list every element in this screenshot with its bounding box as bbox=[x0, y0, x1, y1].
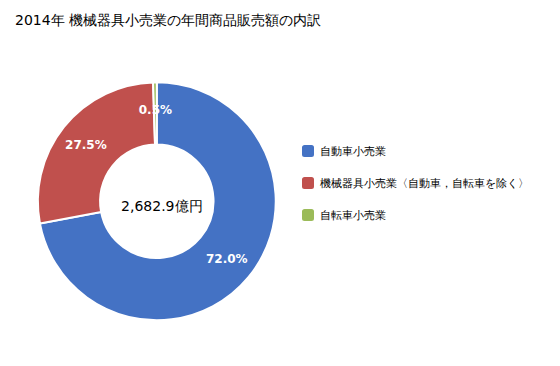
svg-text:自転車小売業: 自転車小売業 bbox=[320, 209, 386, 222]
svg-text:2,682.9億円: 2,682.9億円 bbox=[121, 198, 202, 214]
svg-text:機械器具小売業〈自動車，自転車を除く〉: 機械器具小売業〈自動車，自転車を除く〉 bbox=[320, 177, 529, 190]
svg-text:2014年 機械器具小売業の年間商品販売額の内訳: 2014年 機械器具小売業の年間商品販売額の内訳 bbox=[15, 12, 321, 28]
svg-text:27.5%: 27.5% bbox=[65, 138, 107, 152]
svg-text:0.5%: 0.5% bbox=[139, 103, 172, 117]
svg-text:自動車小売業: 自動車小売業 bbox=[320, 145, 386, 158]
svg-text:72.0%: 72.0% bbox=[206, 252, 248, 266]
